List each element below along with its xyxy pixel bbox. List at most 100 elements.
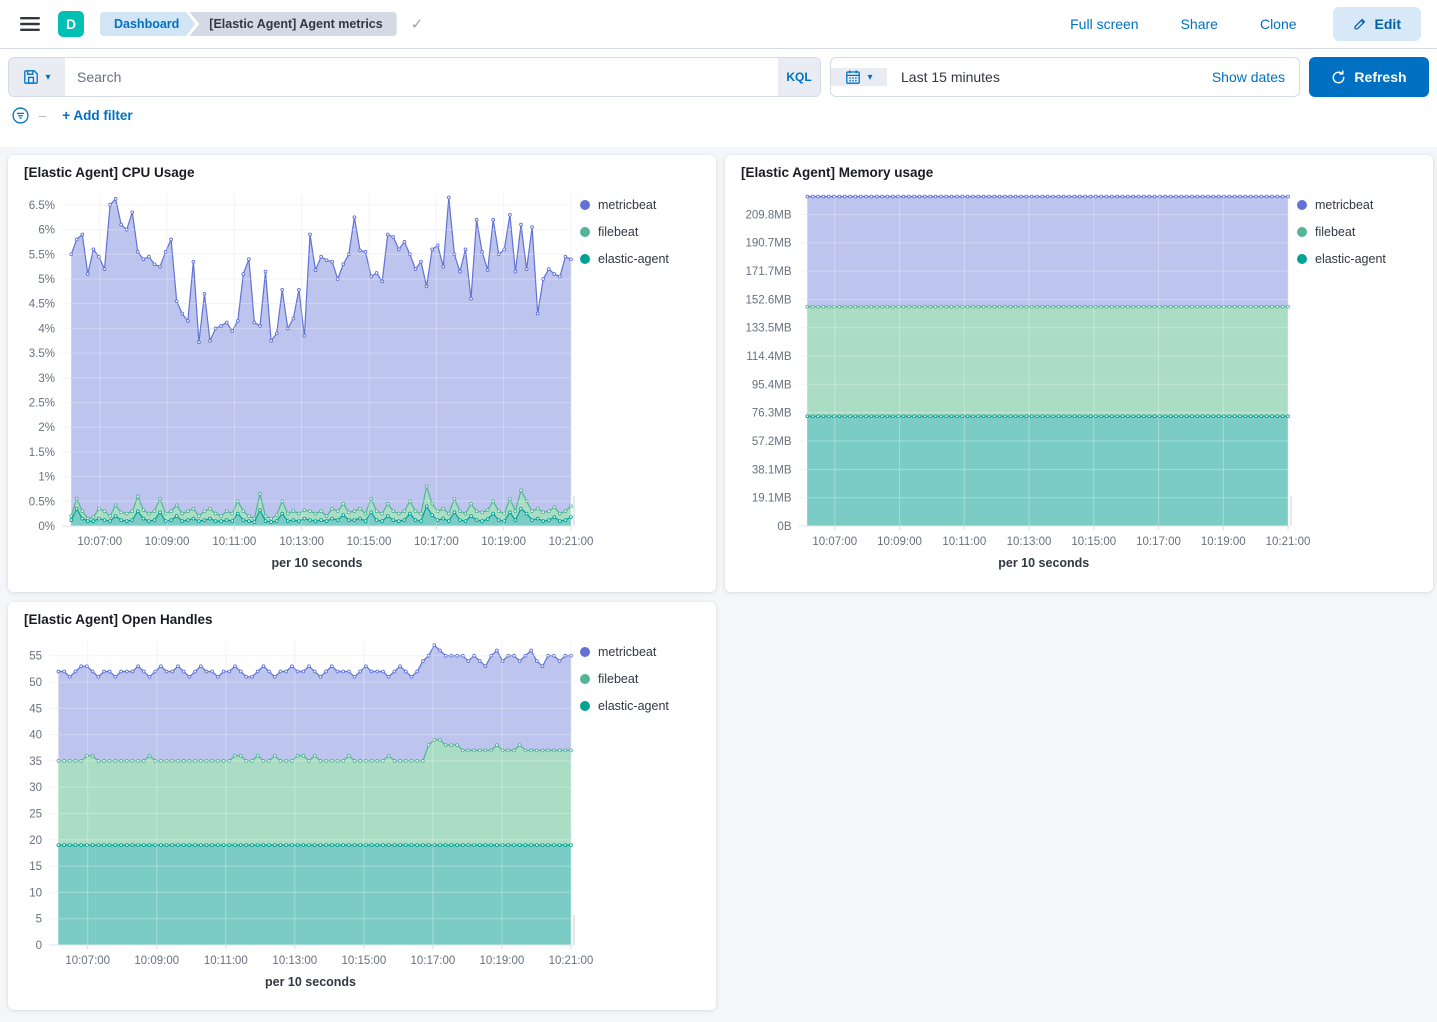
legend-item-elastic-agent[interactable]: elastic-agent: [580, 252, 698, 266]
legend-item-metricbeat[interactable]: metricbeat: [1297, 198, 1415, 212]
x-tick-label: 10:21:00: [549, 536, 594, 548]
y-tick-label: 40: [29, 730, 42, 742]
open-handles-chart-canvas[interactable]: 10:07:00 10:09:00 10:11:00 10:13:00 10:15:00…: [24, 631, 593, 991]
area-elastic-agent: [807, 416, 1288, 526]
refresh-button[interactable]: Refresh: [1309, 57, 1429, 97]
share-button[interactable]: Share: [1175, 15, 1224, 33]
legend-dot-icon: [580, 254, 590, 264]
y-tick-label: 133.5MB: [745, 323, 791, 335]
legend-item-metricbeat[interactable]: metricbeat: [580, 198, 698, 212]
edit-button[interactable]: Edit: [1332, 7, 1421, 41]
chart-row: 10:07:00 10:09:00 10:11:00 10:13:00 10:15:00…: [741, 184, 1417, 572]
legend-label: elastic-agent: [1315, 252, 1386, 266]
markers-filebeat: [69, 484, 573, 521]
x-axis-title: per 10 seconds: [265, 975, 356, 989]
y-tick-label: 209.8MB: [745, 209, 791, 221]
panel-title[interactable]: [Elastic Agent] Memory usage: [741, 165, 934, 180]
top-navigation-bar: D Dashboard [Elastic Agent] Agent metric…: [0, 0, 1437, 49]
legend-dot-icon: [1297, 254, 1307, 264]
chart-row: 10:07:00 10:09:00 10:11:00 10:13:00 10:15:00…: [24, 184, 700, 572]
panel-title[interactable]: [Elastic Agent] CPU Usage: [24, 165, 195, 180]
panel-memory-usage: [Elastic Agent] Memory usage 10:07:00 10:…: [725, 155, 1433, 592]
x-tick-label: 10:11:00: [204, 955, 248, 967]
add-filter-button[interactable]: + Add filter: [56, 107, 138, 124]
panel-open-handles: [Elastic Agent] Open Handles 10:07:00 10:…: [8, 602, 716, 1010]
y-tick-label: 2.5%: [29, 397, 55, 409]
area-filebeat: [71, 486, 571, 526]
refresh-icon: [1331, 69, 1346, 85]
space-avatar[interactable]: D: [58, 11, 84, 37]
edit-button-label: Edit: [1374, 16, 1401, 32]
legend-item-filebeat[interactable]: filebeat: [1297, 225, 1415, 239]
y-tick-label: 152.6MB: [745, 294, 791, 306]
filter-separator: –: [39, 108, 47, 123]
x-axis-title: per 10 seconds: [271, 556, 362, 570]
y-tick-label: 5%: [38, 274, 55, 286]
y-tick-label: 5: [36, 914, 42, 926]
legend-label: filebeat: [1315, 225, 1356, 239]
y-tick-label: 0%: [38, 521, 55, 533]
kql-badge[interactable]: KQL: [778, 58, 820, 96]
legend-item-elastic-agent[interactable]: elastic-agent: [1297, 252, 1415, 266]
search-input[interactable]: [65, 58, 778, 96]
date-quick-select-button[interactable]: ▾: [831, 68, 887, 86]
legend-dot-icon: [1297, 227, 1307, 237]
x-axis-title: per 10 seconds: [998, 556, 1089, 570]
markers-elastic-agent: [805, 414, 1290, 419]
saved-query-menu-button[interactable]: ▾: [9, 58, 65, 96]
x-tick-label: 10:11:00: [942, 536, 986, 548]
legend-item-filebeat[interactable]: filebeat: [580, 225, 698, 239]
panel-title[interactable]: [Elastic Agent] Open Handles: [24, 612, 213, 627]
legend-dot-icon: [580, 674, 590, 684]
markers-metricbeat: [56, 643, 573, 679]
time-range-value[interactable]: Last 15 minutes: [901, 69, 1000, 85]
legend-label: filebeat: [598, 672, 639, 686]
x-tick-label: 10:19:00: [481, 536, 526, 548]
legend-label: filebeat: [598, 225, 639, 239]
legend-label: elastic-agent: [598, 699, 669, 713]
y-tick-label: 76.3MB: [752, 408, 792, 420]
legend-dot-icon: [580, 200, 590, 210]
legend-dot-icon: [580, 701, 590, 711]
legend-dot-icon: [580, 647, 590, 657]
chart-legend: metricbeat filebeat elastic-agent: [580, 184, 698, 572]
dashboard-viewport: [Elastic Agent] CPU Usage 10:07:00 10:09:…: [0, 147, 1437, 1022]
y-tick-label: 45: [29, 703, 42, 715]
save-query-icon: [23, 69, 39, 85]
x-tick-label: 10:09:00: [877, 536, 922, 548]
query-bar: ▾ KQL ▾ Last 15 minutes Show dates Refre…: [0, 49, 1437, 103]
y-tick-label: 6%: [38, 225, 55, 237]
x-tick-label: 10:13:00: [272, 955, 317, 967]
y-tick-label: 190.7MB: [745, 238, 791, 250]
y-tick-label: 95.4MB: [752, 379, 792, 391]
clone-button[interactable]: Clone: [1254, 15, 1303, 33]
markers-metricbeat: [69, 195, 573, 345]
cpu-usage-chart-canvas[interactable]: 10:07:00 10:09:00 10:11:00 10:13:00 10:15:00…: [24, 184, 593, 572]
filter-options-icon[interactable]: [12, 107, 29, 124]
y-tick-label: 4%: [38, 323, 55, 335]
markers-elastic-agent: [69, 504, 573, 524]
y-tick-label: 25: [29, 809, 42, 821]
legend-item-filebeat[interactable]: filebeat: [580, 672, 698, 686]
menu-hamburger-icon[interactable]: [16, 12, 44, 36]
y-tick-label: 6.5%: [29, 200, 55, 212]
x-tick-label: 10:19:00: [1201, 536, 1246, 548]
date-picker-group: ▾ Last 15 minutes Show dates: [830, 57, 1300, 97]
markers-metricbeat: [805, 194, 1290, 199]
chart-row: 10:07:00 10:09:00 10:11:00 10:13:00 10:15:00…: [24, 631, 700, 991]
legend-item-metricbeat[interactable]: metricbeat: [580, 645, 698, 659]
x-tick-label: 10:17:00: [1136, 536, 1181, 548]
y-tick-label: 2%: [38, 422, 55, 434]
breadcrumb-dashboard[interactable]: Dashboard: [100, 12, 195, 36]
area-elastic-agent: [58, 845, 571, 945]
full-screen-button[interactable]: Full screen: [1064, 15, 1144, 33]
y-tick-label: 57.2MB: [752, 436, 792, 448]
legend-item-elastic-agent[interactable]: elastic-agent: [580, 699, 698, 713]
search-input-group: ▾ KQL: [8, 57, 821, 97]
x-tick-label: 10:17:00: [410, 955, 455, 967]
show-dates-button[interactable]: Show dates: [1206, 68, 1299, 86]
legend-label: metricbeat: [598, 198, 657, 212]
memory-usage-chart-canvas[interactable]: 10:07:00 10:09:00 10:11:00 10:13:00 10:15:00…: [741, 184, 1310, 572]
legend-dot-icon: [1297, 200, 1307, 210]
markers-elastic-agent: [56, 843, 573, 847]
